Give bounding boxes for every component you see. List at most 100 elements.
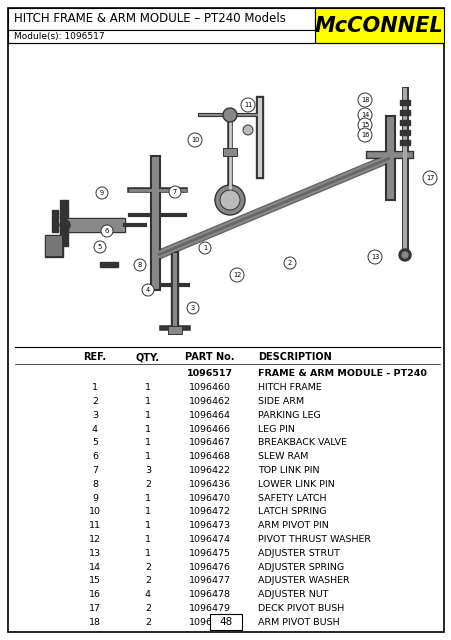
Text: 3: 3 (145, 466, 151, 475)
Text: 4: 4 (146, 287, 150, 293)
Circle shape (60, 220, 70, 230)
Text: ADJUSTER NUT: ADJUSTER NUT (258, 590, 328, 599)
Text: 1: 1 (145, 383, 151, 392)
Text: ARM PIVOT BUSH: ARM PIVOT BUSH (258, 618, 339, 627)
Text: 14: 14 (360, 112, 368, 118)
Text: 6: 6 (105, 228, 109, 234)
Circle shape (222, 108, 236, 122)
Text: 16: 16 (360, 132, 368, 138)
Text: 1096436: 1096436 (189, 480, 230, 489)
Bar (60, 228, 68, 246)
Circle shape (357, 118, 371, 132)
Circle shape (188, 133, 202, 147)
Text: 1096460: 1096460 (189, 383, 230, 392)
Circle shape (133, 259, 146, 271)
Text: 1: 1 (145, 535, 151, 544)
Text: BREAKBACK VALVE: BREAKBACK VALVE (258, 438, 346, 447)
Text: 15: 15 (360, 122, 368, 128)
Text: 3: 3 (190, 305, 195, 311)
Text: 1: 1 (145, 424, 151, 434)
Text: 17: 17 (89, 604, 101, 613)
Text: ARM PIVOT PIN: ARM PIVOT PIN (258, 521, 328, 530)
Bar (210, 614, 241, 630)
Bar (399, 120, 409, 125)
Text: LATCH SPRING: LATCH SPRING (258, 508, 326, 516)
Text: 1096476: 1096476 (189, 563, 230, 572)
Bar (399, 140, 409, 145)
Bar (222, 148, 236, 156)
Text: 17: 17 (425, 175, 433, 181)
Text: 1096472: 1096472 (189, 508, 230, 516)
Text: HITCH FRAME: HITCH FRAME (258, 383, 321, 392)
Text: ADJUSTER WASHER: ADJUSTER WASHER (258, 577, 349, 586)
Text: HITCH FRAME & ARM MODULE – PT240 Models: HITCH FRAME & ARM MODULE – PT240 Models (14, 13, 285, 26)
Circle shape (367, 250, 381, 264)
Bar (399, 100, 409, 105)
Circle shape (96, 187, 108, 199)
Text: 16: 16 (89, 590, 101, 599)
Text: 1: 1 (145, 411, 151, 420)
Text: 1: 1 (145, 521, 151, 530)
Text: 1096473: 1096473 (189, 521, 230, 530)
Bar (45, 235, 63, 257)
Bar (65, 218, 125, 232)
Text: 15: 15 (89, 577, 101, 586)
Text: McCONNEL: McCONNEL (314, 15, 442, 35)
Bar (168, 326, 182, 334)
Circle shape (357, 93, 371, 107)
Circle shape (230, 268, 244, 282)
Text: 2: 2 (145, 577, 151, 586)
Text: 2: 2 (92, 397, 98, 406)
Text: 48: 48 (219, 617, 232, 627)
Text: 2: 2 (287, 260, 291, 266)
Text: 11: 11 (89, 521, 101, 530)
Circle shape (169, 186, 180, 198)
Text: LEG PIN: LEG PIN (258, 424, 294, 434)
Text: 1096474: 1096474 (189, 535, 230, 544)
Circle shape (198, 242, 211, 254)
Bar (46, 236, 62, 256)
Text: ADJUSTER SPRING: ADJUSTER SPRING (258, 563, 343, 572)
Bar (52, 210, 58, 232)
Text: 1: 1 (145, 493, 151, 502)
Text: 8: 8 (138, 262, 142, 268)
Bar (60, 210, 66, 232)
Bar (8, 30, 314, 43)
Text: DECK PIVOT BUSH: DECK PIVOT BUSH (258, 604, 344, 613)
Text: 1096462: 1096462 (189, 397, 230, 406)
Text: 4: 4 (92, 424, 98, 434)
Text: ADJUSTER STRUT: ADJUSTER STRUT (258, 548, 339, 558)
Bar (8, 8, 314, 30)
Text: 1096422: 1096422 (189, 466, 230, 475)
Text: TOP LINK PIN: TOP LINK PIN (258, 466, 319, 475)
Bar (399, 110, 409, 115)
Text: 5: 5 (98, 244, 102, 250)
Text: 5: 5 (92, 438, 98, 447)
Text: 1: 1 (202, 245, 207, 251)
Circle shape (220, 190, 239, 210)
Text: 4: 4 (145, 590, 151, 599)
Bar (65, 219, 123, 231)
Text: 18: 18 (360, 97, 368, 103)
Circle shape (357, 108, 371, 122)
Circle shape (240, 98, 254, 112)
Circle shape (401, 252, 407, 258)
Text: 1: 1 (145, 397, 151, 406)
Text: 14: 14 (89, 563, 101, 572)
Circle shape (243, 125, 253, 135)
Circle shape (215, 185, 244, 215)
Text: 1: 1 (145, 452, 151, 461)
Text: LOWER LINK PIN: LOWER LINK PIN (258, 480, 334, 489)
Text: 2: 2 (145, 480, 151, 489)
Text: 1096478: 1096478 (189, 590, 230, 599)
Text: PARKING LEG: PARKING LEG (258, 411, 320, 420)
Bar (60, 200, 68, 218)
Text: 1096480: 1096480 (189, 618, 230, 627)
Text: 1: 1 (145, 438, 151, 447)
Circle shape (357, 128, 371, 142)
Text: 1096479: 1096479 (189, 604, 230, 613)
Text: PART No.: PART No. (185, 352, 234, 362)
Text: 10: 10 (190, 137, 199, 143)
Text: 7: 7 (92, 466, 98, 475)
Text: 1096464: 1096464 (189, 411, 230, 420)
